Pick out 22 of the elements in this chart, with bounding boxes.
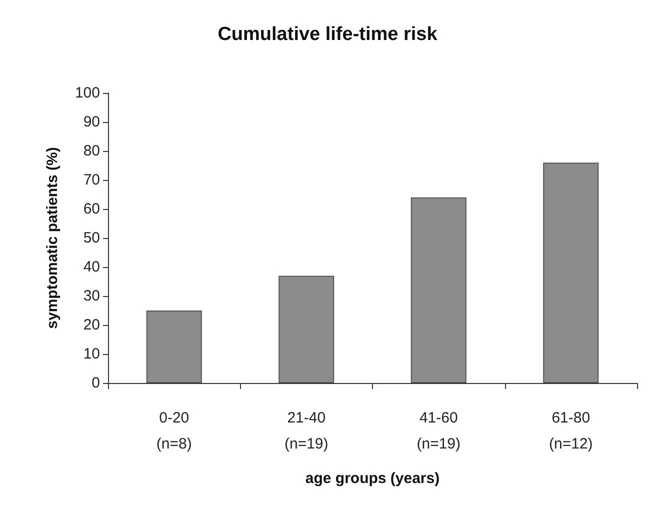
chart-title: Cumulative life-time risk [218,24,438,45]
y-tick-label: 10 [83,346,100,362]
y-tick-label: 0 [92,374,100,392]
y-tick-label: 60 [83,200,100,218]
y-tick-label: 90 [83,114,100,130]
y-tick-label: 80 [83,142,100,160]
x-tick-label: 21-40 (n=19) [284,410,328,452]
bar [543,162,599,383]
y-tick-label: 100 [74,84,100,102]
x-tick-label: 61-80 (n=12) [548,410,593,452]
x-tick-label: 41-60 (n=19) [416,410,461,452]
bar [410,197,466,383]
y-axis-title: symptomatic patients (%) [44,147,61,329]
y-tick-label: 30 [83,288,100,304]
bar [278,276,334,383]
y-tick-label: 50 [83,230,100,246]
x-tick-label: 0-20 (n=8) [156,410,192,452]
y-tick-label: 20 [83,316,100,334]
x-axis-title: age groups (years) [305,470,440,487]
y-tick-label: 70 [83,172,100,188]
bar [146,310,202,383]
y-tick-label: 40 [83,258,100,276]
